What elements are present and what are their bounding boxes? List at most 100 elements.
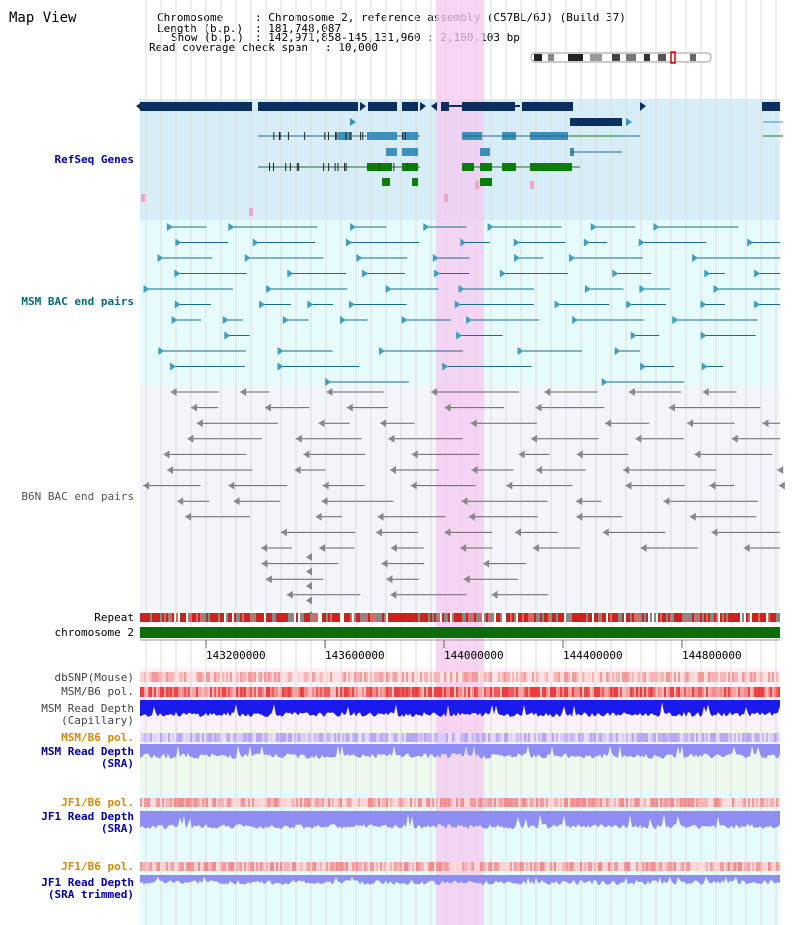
variation-tracks[interactable] (140, 672, 780, 885)
heat-cell (576, 798, 578, 807)
bac-end-marker (687, 419, 694, 428)
heat-cell (320, 733, 322, 742)
heat-cell (778, 798, 780, 807)
heat-cell (582, 687, 584, 697)
heat-cell (560, 733, 562, 742)
heat-cell (772, 862, 774, 871)
heat-cell (208, 733, 210, 742)
heat-cell (326, 862, 328, 871)
repeat-segment (672, 613, 674, 622)
repeat-segment (272, 613, 274, 622)
heat-cell (574, 687, 576, 697)
heat-cell (196, 798, 198, 807)
repeat-segment (172, 613, 174, 622)
heat-cell (698, 672, 700, 682)
bac-end-marker (307, 300, 314, 309)
heat-cell (714, 733, 716, 742)
repeat-track[interactable] (140, 613, 780, 622)
track-label-refseq[interactable]: RefSeq Genes (54, 153, 134, 166)
heat-cell (160, 687, 162, 697)
heat-cell (572, 687, 574, 697)
chromosome-ideogram[interactable] (530, 51, 712, 64)
repeat-segment (354, 613, 356, 622)
b6n-bac-track[interactable] (143, 388, 785, 619)
heat-cell (144, 862, 146, 871)
heat-cell (756, 733, 758, 742)
heat-cell (336, 862, 338, 871)
track-label-b6n-bac[interactable]: B6N BAC end pairs (21, 490, 134, 503)
track-label-jf1-pol-1[interactable]: JF1/B6 pol. (61, 796, 134, 809)
heat-cell (176, 798, 178, 807)
heat-cell (472, 733, 474, 742)
heat-cell (286, 733, 288, 742)
heat-cell (404, 672, 406, 682)
track-label-msm-pol-1[interactable]: MSM/B6 pol. (61, 685, 134, 698)
bac-end-marker (460, 544, 467, 552)
heat-cell (150, 862, 152, 871)
heat-cell (688, 733, 690, 742)
heat-cell (368, 862, 370, 871)
heat-cell (222, 798, 224, 807)
heat-cell (658, 672, 660, 682)
heat-cell (184, 862, 186, 871)
heat-cell (724, 733, 726, 742)
heat-cell (174, 672, 176, 682)
heat-cell (574, 733, 576, 742)
heat-cell (220, 687, 222, 697)
heat-cell (144, 798, 146, 807)
heat-cell (778, 862, 780, 871)
heat-cell (526, 733, 528, 742)
heat-cell (346, 798, 348, 807)
bac-end-marker (143, 481, 150, 490)
heat-cell (222, 733, 224, 742)
repeat-segment (418, 613, 420, 622)
heat-cell (604, 798, 606, 807)
bac-end-marker (401, 316, 408, 324)
heat-cell (320, 798, 322, 807)
heat-cell (652, 798, 654, 807)
gene-block (338, 132, 352, 140)
heat-cell (142, 798, 144, 807)
selection-highlight[interactable] (436, 0, 484, 925)
repeat-segment (424, 613, 426, 622)
repeat-segment (202, 613, 204, 622)
heat-cell (506, 687, 508, 697)
heat-cell (418, 687, 420, 697)
heat-cell (722, 862, 724, 871)
heat-cell (734, 733, 736, 742)
heat-cell (260, 687, 262, 697)
track-label-jf1-depth-trim-1[interactable]: JF1 Read Depth (41, 876, 134, 889)
heat-cell (726, 672, 728, 682)
chromosome-bar[interactable] (140, 627, 780, 638)
track-label-msm-depth-cap-1[interactable]: MSM Read Depth (41, 702, 134, 715)
repeat-segment (250, 613, 252, 622)
heat-cell (768, 862, 770, 871)
heat-cell (374, 798, 376, 807)
heat-cell (762, 672, 764, 682)
heat-cell (264, 862, 266, 871)
track-label-msm-pol-2[interactable]: MSM/B6 pol. (61, 731, 134, 744)
heat-cell (552, 672, 554, 682)
track-label-msm-depth-sra-1[interactable]: MSM Read Depth (41, 745, 134, 758)
refseq-genes-track[interactable] (136, 102, 783, 216)
heat-cell (150, 687, 152, 697)
heat-cell (184, 798, 186, 807)
gene-block (412, 178, 418, 186)
repeat-segment (400, 613, 402, 622)
heat-cell (204, 798, 206, 807)
heat-cell (428, 672, 430, 682)
heat-cell (564, 798, 566, 807)
heat-cell (412, 733, 414, 742)
track-label-dbsnp[interactable]: dbSNP(Mouse) (54, 671, 134, 684)
track-label-jf1-depth-sra-1[interactable]: JF1 Read Depth (41, 810, 134, 823)
heat-cell (692, 672, 694, 682)
repeat-segment (204, 613, 206, 622)
heat-cell (516, 687, 518, 697)
gene-block (762, 102, 780, 111)
heat-cell (546, 687, 548, 697)
msm-bac-track[interactable] (143, 223, 780, 386)
heat-cell (710, 733, 712, 742)
heat-cell (198, 862, 200, 871)
track-label-msm-bac[interactable]: MSM BAC end pairs (21, 295, 134, 308)
track-label-jf1-pol-2[interactable]: JF1/B6 pol. (61, 860, 134, 873)
